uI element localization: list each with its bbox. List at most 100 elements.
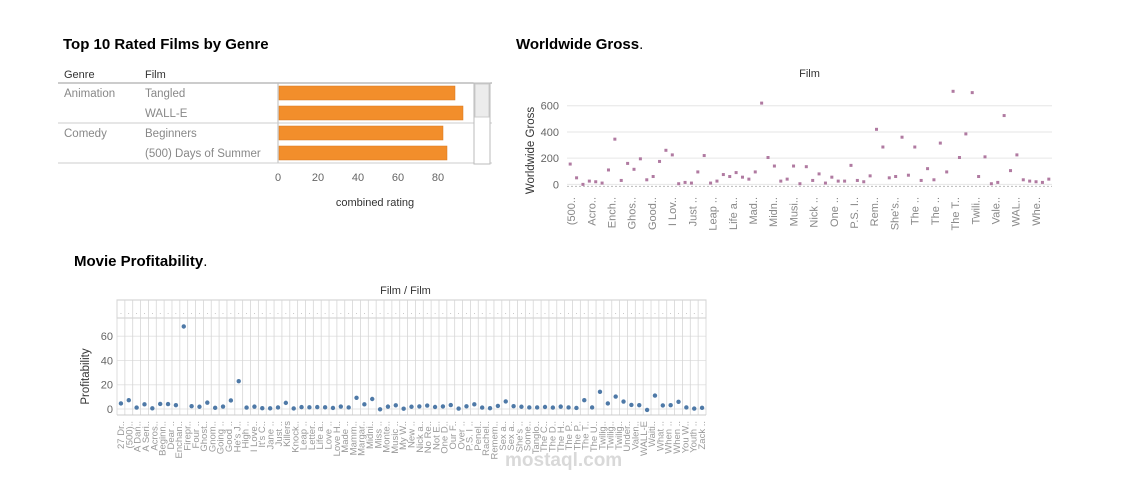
header-dot: . (599, 309, 601, 316)
x-tick-label: Waiti.. (647, 421, 658, 447)
profit-chart: Film / Film 0 20 40 60 Profitability.........… (80, 285, 708, 460)
profit-point (315, 404, 320, 410)
gross-point (721, 173, 725, 177)
gross-point (817, 172, 821, 176)
gross-point (977, 175, 981, 179)
x-tick-label: Monte.. (382, 421, 393, 453)
x-tick-label: Vale.. (990, 197, 1002, 224)
x-tick-label: Jane .. (265, 421, 276, 450)
x-tick-label: The U.. (589, 421, 600, 452)
header-dot: . (505, 309, 507, 316)
profit-point (637, 402, 642, 408)
gross-point (779, 179, 783, 183)
header-dot: . (434, 309, 436, 316)
header-dot: . (426, 309, 428, 316)
x-tick-label: Love .. (324, 421, 335, 450)
gross-point (1015, 153, 1019, 157)
x-tick-label: Good .. (224, 421, 235, 452)
x-tick-label: Nick .. (809, 197, 821, 228)
profit-point (542, 404, 548, 410)
profit-point (699, 405, 705, 411)
gross-point (709, 181, 713, 185)
x-tick-label: Our F.. (448, 421, 459, 450)
x-tick-label: Sex a.. (498, 421, 509, 451)
header-dot: . (356, 309, 358, 316)
header-dot: . (489, 309, 491, 316)
gross-point (836, 179, 840, 183)
profit-point (236, 378, 241, 384)
gross-point (772, 164, 776, 168)
profit-point (574, 405, 579, 411)
x-tick-label: No Re.. (423, 421, 434, 453)
gross-point (568, 162, 572, 166)
profit-point (456, 406, 461, 411)
x-tick-label: Twilig.. (606, 421, 617, 450)
watermark: mostaql.com (505, 450, 623, 471)
x-tick-label: Under.. (622, 421, 633, 452)
gross-point (849, 163, 853, 167)
x-tick-label: 27 Dr.. (116, 421, 127, 449)
gross-point (658, 159, 662, 163)
header-dot: . (450, 309, 452, 316)
profit-point (197, 404, 202, 409)
y-tick-label: 0 (107, 404, 113, 416)
gross-header: Film (799, 68, 820, 80)
header-dot: . (371, 309, 373, 316)
profit-point (362, 402, 367, 407)
profit-point (479, 405, 485, 410)
gross-point (913, 145, 917, 149)
gross-title: Worldwide Gross. (516, 36, 644, 53)
header-dot: . (442, 309, 444, 316)
header-dot: . (214, 309, 216, 316)
x-tick-label: Letter.. (307, 421, 318, 450)
gross-point (683, 180, 687, 184)
x-tick-label: The C.. (539, 421, 550, 452)
profit-point (550, 405, 556, 410)
x-tick-label: Just .. (274, 421, 285, 446)
header-dot: . (363, 309, 365, 316)
x-tick-label: Knock.. (290, 421, 301, 453)
profit-point (330, 405, 336, 411)
header-dot: . (575, 309, 577, 316)
profit-point (267, 406, 273, 411)
profit-point (283, 400, 289, 406)
profit-point (472, 402, 477, 407)
x-tick-label: Acros.. (149, 421, 160, 451)
y-tick-label: 60 (101, 331, 113, 343)
profit-point (354, 395, 359, 400)
header-dot: . (285, 309, 287, 316)
gross-point (811, 178, 815, 182)
profit-point (126, 398, 131, 403)
gross-point (843, 179, 847, 183)
x-tick-label: Margar.. (357, 421, 368, 456)
x-tick-label: You W.. (680, 421, 691, 453)
header-dot: . (144, 309, 146, 316)
header-dot: . (238, 309, 240, 316)
x-tick-label: The .. (910, 197, 922, 225)
header-dot: . (528, 309, 530, 316)
profit-point (534, 405, 540, 410)
profit-point (252, 404, 257, 409)
profit-point (597, 389, 603, 395)
x-tick-label: P.S. I.. (849, 197, 861, 229)
header-dot: . (136, 309, 138, 316)
profit-point (425, 403, 430, 408)
x-tick-label: Four .. (191, 421, 202, 448)
profit-point (519, 404, 524, 409)
header-dot: . (206, 309, 208, 316)
gross-point (855, 178, 859, 182)
x-tick-label: Going .. (216, 421, 227, 454)
gross-point (932, 178, 936, 182)
x-tick-label: Not E.. (431, 421, 442, 450)
rating-bar (278, 145, 448, 161)
x-axis-label: combined rating (336, 197, 414, 209)
header-dot: . (638, 309, 640, 316)
header-dot: . (167, 309, 169, 316)
x-tick-label: Musi.. (788, 197, 800, 226)
x-tick-label: I Lov.. (667, 197, 679, 226)
header-dot: . (379, 309, 381, 316)
gross-point (957, 156, 961, 160)
header-dot: . (481, 309, 483, 316)
gross-point (696, 170, 700, 174)
profit-point (448, 402, 453, 408)
